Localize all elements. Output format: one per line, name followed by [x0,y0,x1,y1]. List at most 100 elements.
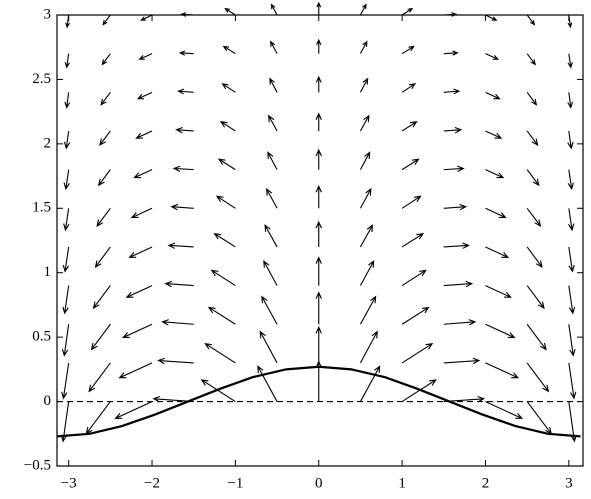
arrow [125,285,153,298]
arrow [401,7,414,16]
arrow [443,126,463,134]
arrow [122,323,153,339]
arrow [315,75,322,93]
arrow [401,45,415,55]
arrow [133,169,153,179]
arrow [210,269,236,287]
arrow [224,7,236,16]
arrow [401,269,427,287]
arrow [359,260,375,286]
arrow [567,130,574,150]
arrow [128,246,153,258]
arrow [264,224,278,248]
arrow [359,114,370,132]
arrow [526,362,550,393]
arrow [267,151,278,170]
arrow [261,295,278,325]
boundary-curve [56,365,581,438]
arrow [178,50,194,56]
x-tick-label: −2 [144,475,160,491]
arrow [257,365,278,402]
arrow [401,306,430,325]
arrow [485,169,505,179]
arrow [485,323,516,339]
arrow [63,130,71,150]
arrow [567,169,574,191]
arrow [443,50,459,56]
arrow [443,203,468,211]
arrow [138,53,153,60]
arrow [401,379,437,403]
arrow [215,195,236,209]
y-tick-label: 1 [44,264,52,280]
arrow [172,165,194,172]
arrow [266,187,278,209]
arrow [443,88,461,95]
arrow [180,12,194,17]
arrow [526,53,536,66]
y-tick-label: 2.5 [32,71,51,87]
arrow [315,112,322,131]
arrow [485,91,501,100]
arrow [526,285,545,310]
arrow [568,246,575,273]
x-tick-label: 3 [565,475,573,491]
arrow [485,130,503,139]
arrow [316,1,322,15]
arrow [315,325,322,363]
arrow [359,40,368,54]
arrow [135,130,153,139]
arrow [61,324,70,357]
arrow [61,362,70,400]
x-tick-label: 0 [315,475,323,491]
arrow [526,323,547,351]
arrow [207,306,236,325]
arrow [359,330,378,364]
arrow [401,158,420,171]
arrow [90,323,111,351]
arrow [101,53,111,66]
x-tick-label: −1 [227,475,243,491]
arrow [263,260,278,286]
arrow [63,208,70,232]
arrow [315,256,322,286]
arrow [526,246,543,269]
y-tick-label: 3 [44,6,52,22]
arrow [359,3,367,16]
arrow [526,169,540,187]
arrow [102,14,111,26]
arrow [401,83,417,93]
arrow [316,38,322,54]
arrow [568,208,575,232]
arrow [401,121,418,132]
arrow [92,285,111,310]
arrow [161,319,194,326]
arrow [269,77,278,93]
axes-box [56,14,584,467]
arrow [567,53,573,69]
arrow [568,324,576,357]
arrow [114,401,153,419]
arrow [164,280,194,288]
arrow [315,148,322,170]
arrow [268,114,278,132]
arrow [443,242,470,249]
x-tick-label: −3 [61,475,77,491]
arrow [221,83,236,93]
arrow [130,207,153,219]
arrow [401,342,434,364]
arrow [567,14,573,29]
arrow [96,207,111,227]
arrow [485,246,510,258]
arrow [88,362,111,393]
arrow [204,342,236,364]
arrow [170,203,194,211]
arrow [167,242,194,249]
arrow [315,220,322,247]
y-tick-label: 0 [44,393,52,409]
arrow [270,40,278,54]
arrow [177,88,194,95]
arrow [359,365,381,402]
arrow [64,53,70,69]
